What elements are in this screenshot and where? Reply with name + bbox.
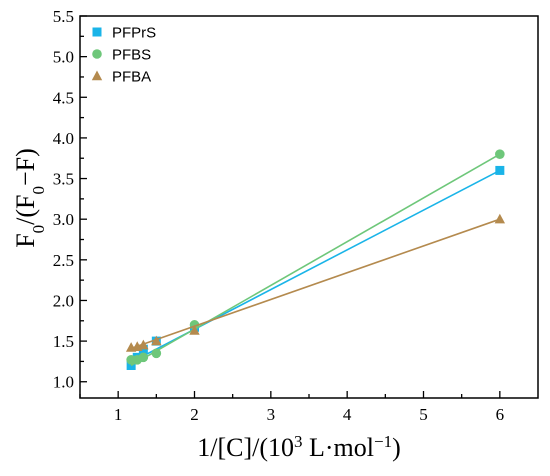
y-tick-label: 5.5 — [53, 7, 74, 26]
y-tick-label: 1.5 — [53, 332, 74, 351]
x-tick-label: 6 — [496, 405, 505, 424]
y-tick-label: 3.0 — [53, 210, 74, 229]
y-tick-label: 1.0 — [53, 373, 74, 392]
legend-label-pfba: PFBA — [112, 69, 151, 86]
legend-label-pfprs: PFPrS — [112, 25, 156, 42]
y-tick-label: 4.0 — [53, 129, 74, 148]
y-axis-title: F0/(F0−F) — [11, 148, 48, 248]
x-tick-label: 2 — [190, 405, 199, 424]
data-point-pfba-5 — [494, 213, 506, 224]
y-tick-label: 4.5 — [53, 88, 74, 107]
data-point-pfba-3 — [151, 335, 162, 346]
x-axis-title: 1/[C]/(103 L·mol−1) — [197, 432, 401, 463]
series-pfbs — [126, 149, 505, 367]
fit-line-pfba — [130, 218, 501, 350]
y-axis: 1.0 1.5 2.0 2.5 3.0 3.5 4.0 4.5 5.0 5.5 — [53, 7, 87, 392]
legend: PFPrS PFBS PFBA — [91, 25, 156, 86]
data-point-pfba-4 — [189, 325, 200, 335]
y-tick-label: 2.5 — [53, 251, 74, 270]
x-axis: 1 2 3 4 5 6 — [79, 391, 505, 424]
data-point-pfba-2 — [138, 339, 149, 350]
x-tick-label: 4 — [343, 405, 352, 424]
data-point-pfbs-2 — [138, 352, 149, 363]
fit-line-pfbs — [130, 153, 501, 367]
y-tick-label: 2.0 — [53, 291, 74, 310]
data-point-pfprs-5 — [495, 165, 505, 175]
legend-marker-pfprs — [92, 27, 102, 37]
x-tick-label: 1 — [114, 405, 123, 424]
legend-label-pfbs: PFBS — [112, 47, 151, 64]
y-tick-label: 3.5 — [53, 170, 74, 189]
data-point-pfbs-5 — [495, 149, 505, 159]
x-tick-label: 3 — [267, 405, 276, 424]
y-tick-label: 5.0 — [53, 48, 74, 67]
data-point-pfbs-3 — [151, 348, 162, 359]
x-tick-label: 5 — [419, 405, 428, 424]
series-pfba — [125, 213, 506, 352]
legend-marker-pfba — [91, 70, 103, 81]
series-pfprs — [126, 165, 505, 370]
legend-marker-pfbs — [92, 49, 102, 59]
plot-marks — [125, 149, 506, 370]
